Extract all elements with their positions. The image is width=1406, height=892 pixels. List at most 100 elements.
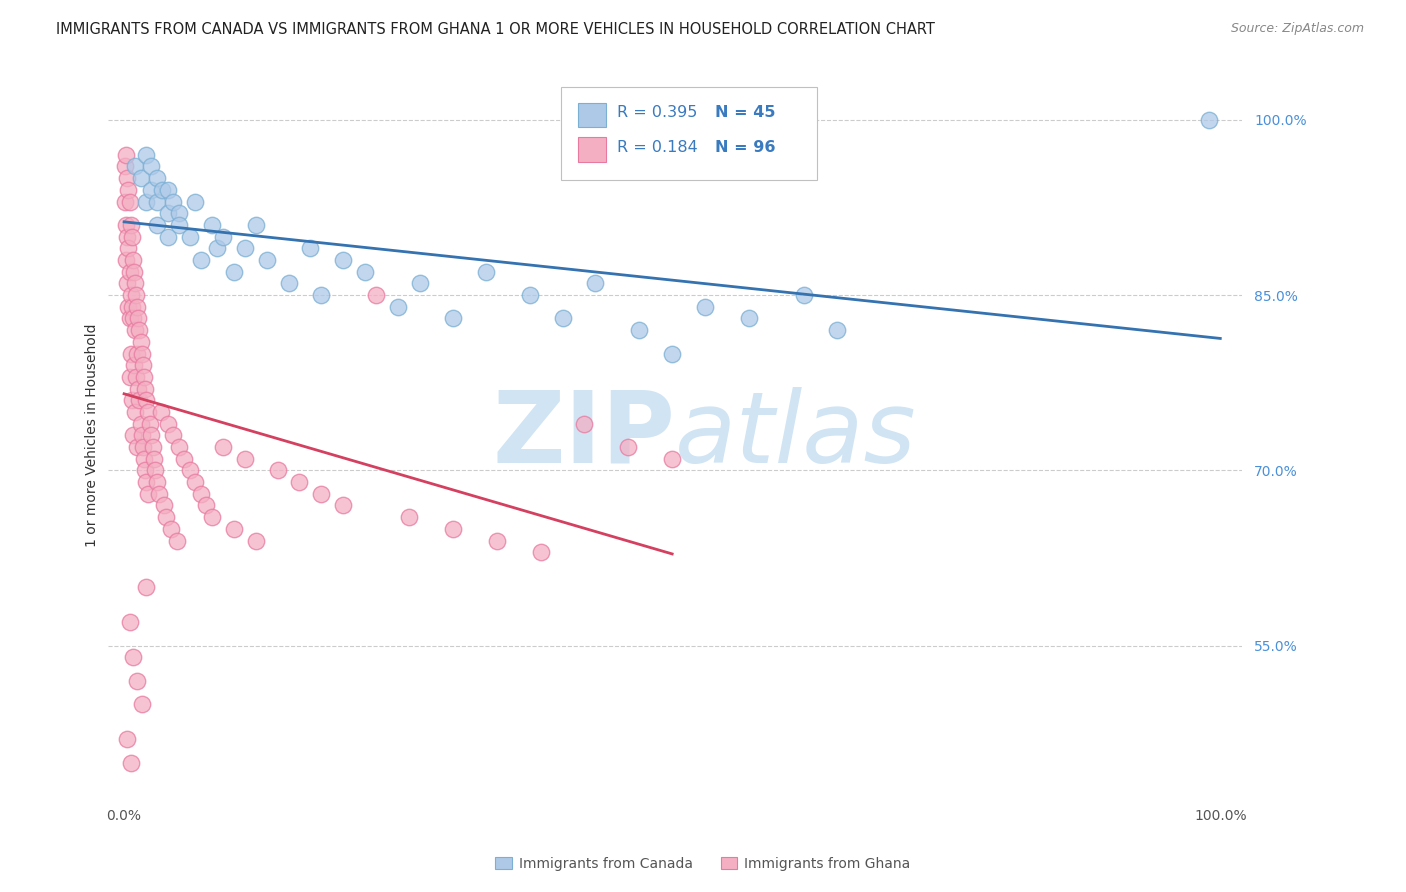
Point [135,393,157,408]
Text: Source: ZipAtlas.com: Source: ZipAtlas.com [1230,22,1364,36]
Point [150,405,173,419]
Point [128,393,150,408]
Text: N = 96: N = 96 [714,140,775,155]
Point [117,241,139,255]
Point [266,463,288,477]
Point [135,580,157,594]
Point [156,417,179,431]
Point [233,241,256,255]
Point [366,288,388,302]
Point [1198,112,1220,127]
Point [146,194,169,209]
Point [124,160,146,174]
Point [121,428,143,442]
Point [114,160,136,174]
Point [129,171,152,186]
Point [117,732,139,747]
Point [222,265,245,279]
Point [121,650,143,665]
Point [134,463,156,477]
Point [128,323,150,337]
Point [131,697,153,711]
Point [120,756,142,770]
Point [115,218,138,232]
Point [179,463,201,477]
Point [118,370,141,384]
Point [156,206,179,220]
Point [132,358,155,372]
Point [146,218,169,232]
Point [156,229,179,244]
Point [332,499,354,513]
Point [122,265,145,279]
Text: ZIP: ZIP [492,387,675,483]
Point [551,311,574,326]
Point [152,499,174,513]
Point [211,229,233,244]
Point [132,440,155,454]
Point [127,673,149,688]
Point [127,311,149,326]
Point [530,545,553,559]
Y-axis label: 1 or more Vehicles in Household: 1 or more Vehicles in Household [86,324,100,547]
Point [115,148,138,162]
Point [117,300,139,314]
Point [120,288,142,302]
Point [311,487,333,501]
Point [179,229,201,244]
Point [135,475,157,489]
Point [142,451,165,466]
Point [162,428,184,442]
Point [135,194,157,209]
Point [117,171,139,186]
Point [485,533,508,548]
Point [222,522,245,536]
Point [160,522,183,536]
FancyBboxPatch shape [561,87,817,180]
Point [132,451,155,466]
Point [245,533,267,548]
Point [441,522,464,536]
Point [146,171,169,186]
Text: IMMIGRANTS FROM CANADA VS IMMIGRANTS FROM GHANA 1 OR MORE VEHICLES IN HOUSEHOLD : IMMIGRANTS FROM CANADA VS IMMIGRANTS FRO… [56,22,935,37]
Point [738,311,761,326]
Point [118,311,141,326]
Point [245,218,267,232]
Point [166,533,188,548]
Point [167,206,190,220]
Point [135,148,157,162]
Point [628,323,651,337]
Point [136,405,159,419]
Point [288,475,311,489]
Point [127,346,149,360]
Point [152,183,174,197]
Point [574,417,596,431]
Point [184,475,207,489]
Point [118,194,141,209]
Point [661,451,683,466]
Point [173,451,195,466]
Point [131,346,153,360]
Point [124,323,146,337]
Point [129,334,152,349]
Point [143,463,166,477]
Point [121,393,143,408]
Point [201,510,224,524]
Point [167,218,190,232]
Point [211,440,233,454]
Point [332,252,354,267]
Point [256,252,278,267]
Point [409,277,432,291]
Point [475,265,498,279]
Point [519,288,541,302]
Point [398,510,420,524]
Point [117,229,139,244]
Point [120,346,142,360]
Point [141,183,163,197]
Point [127,440,149,454]
Point [120,218,142,232]
Point [693,300,716,314]
Point [793,288,815,302]
Point [195,499,218,513]
Text: atlas: atlas [675,387,917,483]
